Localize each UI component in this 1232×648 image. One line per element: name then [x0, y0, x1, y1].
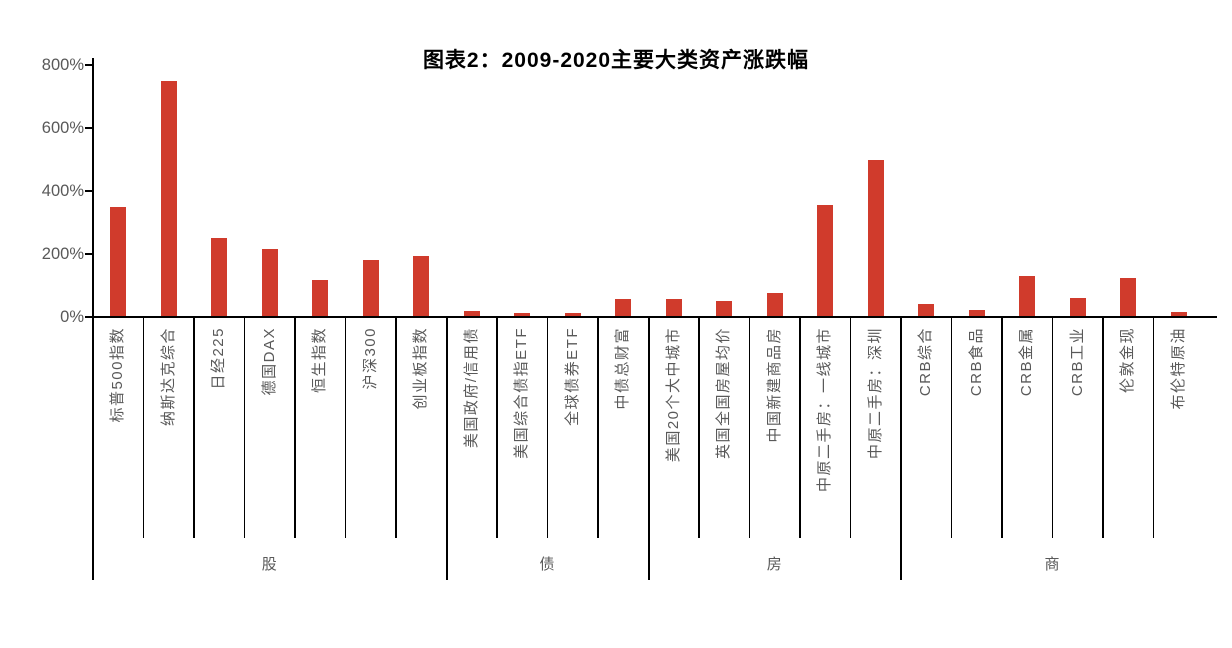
- bar: [312, 279, 329, 317]
- group-separator: [445, 317, 448, 580]
- category-label: 英国全国房屋均价: [715, 327, 733, 460]
- category-label: 美国政府/信用债: [462, 327, 480, 449]
- bar: [362, 260, 379, 317]
- y-tick-mark: [85, 316, 93, 318]
- bar: [413, 256, 430, 317]
- category-label: 恒生指数: [311, 327, 329, 394]
- bar: [1069, 298, 1086, 317]
- y-tick-mark: [85, 190, 93, 192]
- category-label: 伦敦金现: [1119, 327, 1137, 394]
- bar: [615, 299, 632, 317]
- bar: [514, 312, 531, 317]
- category-label: 纳斯达克综合: [159, 327, 177, 427]
- category-separator: [748, 318, 751, 538]
- category-label: 中债总财富: [614, 327, 632, 410]
- category-label: CRB综合: [917, 327, 935, 397]
- category-separator: [193, 318, 195, 538]
- category-separator: [698, 318, 700, 538]
- category-separator: [1152, 318, 1155, 538]
- category-label: 布伦特原油: [1169, 327, 1187, 410]
- bar: [160, 80, 177, 317]
- bar: [867, 159, 884, 317]
- bar: [1120, 278, 1137, 317]
- group-label: 房: [766, 556, 783, 573]
- group-separator: [647, 317, 650, 580]
- bar: [665, 299, 682, 317]
- y-tick-label: 800%: [41, 56, 84, 74]
- bar: [463, 310, 480, 317]
- category-separator: [546, 318, 549, 538]
- chart-title: 图表2：2009-2020主要大类资产涨跌幅: [422, 49, 810, 72]
- category-separator: [950, 318, 953, 538]
- category-label: 创业板指数: [412, 327, 430, 410]
- bar: [110, 206, 127, 317]
- bar: [766, 292, 783, 317]
- category-separator: [799, 318, 801, 538]
- bar: [716, 300, 733, 317]
- bar: [817, 205, 834, 317]
- bar: [918, 303, 935, 317]
- category-separator: [243, 318, 246, 538]
- x-axis-line: [91, 316, 1217, 319]
- group-label: 债: [539, 556, 556, 573]
- category-separator: [1051, 318, 1054, 538]
- category-separator: [1102, 318, 1104, 538]
- bar: [1019, 276, 1036, 317]
- category-label: 中原二手房：深圳: [866, 327, 884, 460]
- group-separator: [900, 317, 902, 580]
- y-tick-mark: [85, 127, 93, 129]
- category-label: 沪深300: [361, 327, 379, 390]
- category-label: 美国20个大中城市: [664, 327, 682, 463]
- category-separator: [849, 318, 852, 538]
- category-label: 德国DAX: [260, 327, 278, 396]
- y-tick-label: 0%: [60, 308, 84, 326]
- category-label: 美国综合债指ETF: [513, 327, 531, 459]
- bar: [261, 249, 278, 317]
- category-separator: [395, 318, 397, 538]
- y-tick-mark: [85, 253, 93, 255]
- y-tick-label: 200%: [41, 245, 84, 263]
- bar: [1170, 311, 1187, 317]
- category-label: CRB工业: [1068, 327, 1086, 397]
- category-label: CRB食品: [967, 327, 985, 397]
- category-label: 中原二手房：一线城市: [816, 327, 834, 493]
- category-separator: [142, 318, 145, 538]
- y-tick-label: 400%: [41, 182, 84, 200]
- category-separator: [294, 318, 296, 538]
- category-label: 全球债券ETF: [563, 327, 581, 426]
- category-separator: [1001, 318, 1003, 538]
- bar: [211, 238, 228, 317]
- category-separator: [344, 318, 347, 538]
- category-label: 标普500指数: [109, 327, 127, 423]
- category-separator: [597, 318, 599, 538]
- y-tick-mark: [85, 64, 93, 66]
- category-label: 中国新建商品房: [765, 327, 783, 443]
- y-tick-label: 600%: [41, 119, 84, 137]
- group-label: 商: [1044, 556, 1061, 573]
- category-separator: [496, 318, 498, 538]
- y-axis-line: [91, 58, 94, 580]
- category-label: 日经225: [210, 327, 228, 390]
- category-label: CRB金属: [1018, 327, 1036, 397]
- bar: [968, 310, 985, 317]
- group-label: 股: [261, 556, 278, 573]
- bar: [564, 312, 581, 317]
